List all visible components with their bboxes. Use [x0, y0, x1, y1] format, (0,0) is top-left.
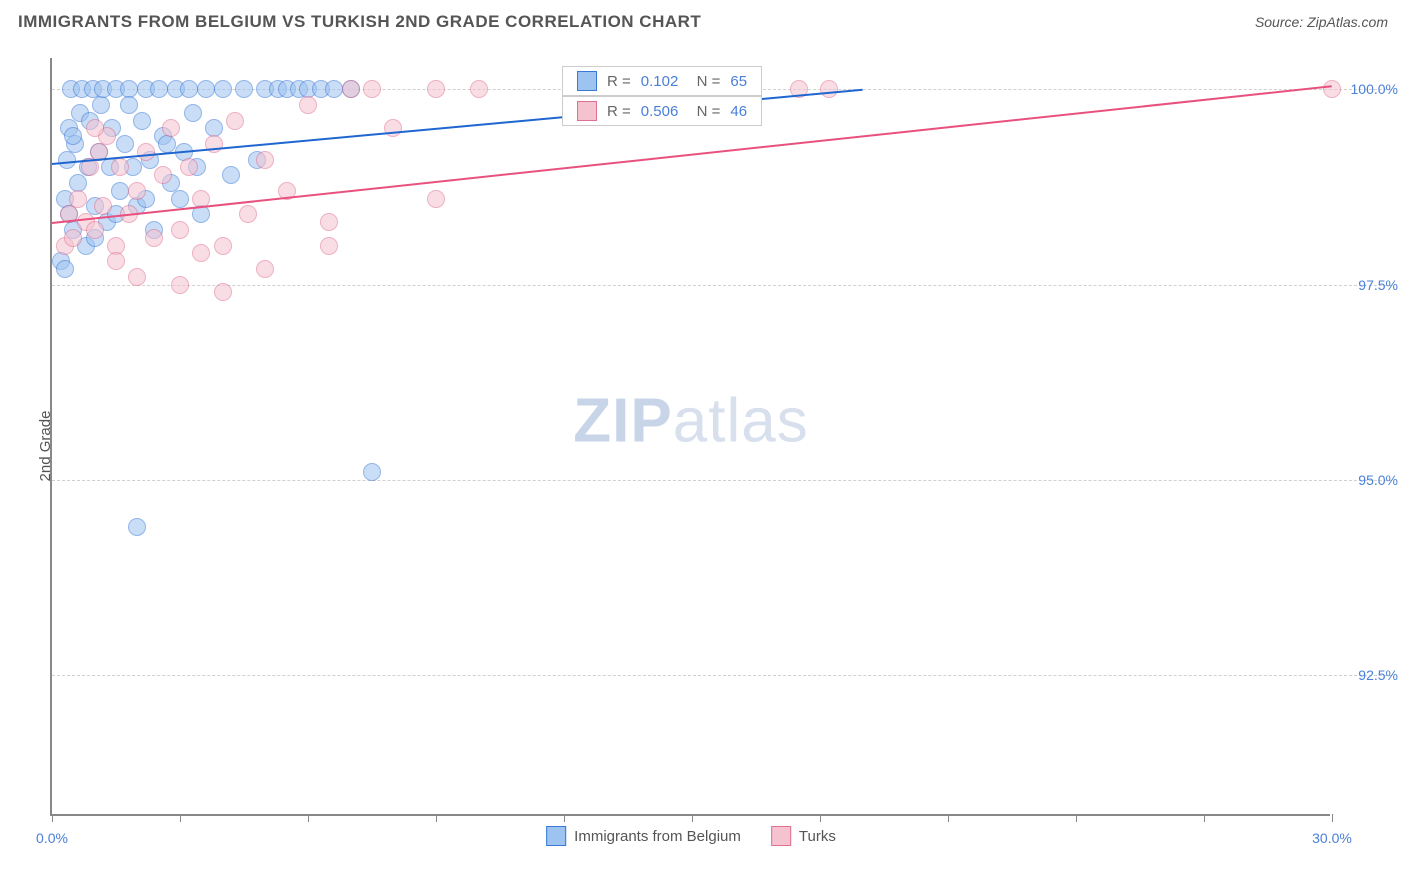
data-point [145, 229, 163, 247]
data-point [214, 80, 232, 98]
legend-label: Turks [799, 828, 836, 845]
gridline [52, 675, 1392, 676]
x-tick [180, 814, 181, 822]
data-point [171, 276, 189, 294]
legend-swatch [577, 101, 597, 121]
x-tick [436, 814, 437, 822]
data-point [256, 260, 274, 278]
legend-swatch [577, 71, 597, 91]
data-point [128, 518, 146, 536]
data-point [226, 112, 244, 130]
data-point [184, 104, 202, 122]
data-point [299, 96, 317, 114]
x-tick [1332, 814, 1333, 822]
scatter-chart: ZIPatlas 92.5%95.0%97.5%100.0%0.0%30.0%R… [50, 58, 1330, 816]
legend-swatch [546, 826, 566, 846]
x-tick [564, 814, 565, 822]
x-tick [692, 814, 693, 822]
data-point [214, 283, 232, 301]
data-point [92, 96, 110, 114]
x-tick [308, 814, 309, 822]
data-point [171, 190, 189, 208]
data-point [470, 80, 488, 98]
data-point [56, 260, 74, 278]
source-label: Source: ZipAtlas.com [1255, 14, 1388, 30]
x-tick [52, 814, 53, 822]
legend-item: Immigrants from Belgium [546, 826, 741, 846]
data-point [180, 158, 198, 176]
data-point [239, 205, 257, 223]
data-point [171, 221, 189, 239]
x-tick-label: 30.0% [1312, 830, 1352, 846]
y-tick-label: 97.5% [1358, 277, 1398, 293]
y-tick-label: 92.5% [1358, 667, 1398, 683]
gridline [52, 480, 1392, 481]
data-point [120, 96, 138, 114]
data-point [69, 190, 87, 208]
x-tick [1204, 814, 1205, 822]
bottom-legend: Immigrants from Belgium Turks [546, 826, 836, 846]
legend-stats-row: R =0.506 N =46 [562, 96, 762, 126]
data-point [384, 119, 402, 137]
data-point [107, 252, 125, 270]
data-point [58, 151, 76, 169]
data-point [162, 119, 180, 137]
data-point [111, 182, 129, 200]
data-point [427, 190, 445, 208]
data-point [154, 166, 172, 184]
data-point [320, 237, 338, 255]
data-point [1323, 80, 1341, 98]
y-tick-label: 100.0% [1351, 81, 1398, 97]
data-point [137, 143, 155, 161]
data-point [94, 197, 112, 215]
x-tick-label: 0.0% [36, 830, 68, 846]
watermark: ZIPatlas [573, 385, 808, 456]
data-point [256, 151, 274, 169]
data-point [128, 182, 146, 200]
legend-item: Turks [771, 826, 836, 846]
data-point [363, 80, 381, 98]
data-point [325, 80, 343, 98]
data-point [128, 268, 146, 286]
x-tick [1076, 814, 1077, 822]
data-point [111, 158, 129, 176]
data-point [342, 80, 360, 98]
data-point [64, 229, 82, 247]
x-tick [948, 814, 949, 822]
data-point [235, 80, 253, 98]
x-tick [820, 814, 821, 822]
data-point [150, 80, 168, 98]
data-point [197, 80, 215, 98]
chart-header: IMMIGRANTS FROM BELGIUM VS TURKISH 2ND G… [0, 0, 1406, 40]
y-tick-label: 95.0% [1358, 472, 1398, 488]
data-point [363, 463, 381, 481]
data-point [116, 135, 134, 153]
chart-title: IMMIGRANTS FROM BELGIUM VS TURKISH 2ND G… [18, 12, 701, 32]
legend-label: Immigrants from Belgium [574, 828, 741, 845]
data-point [820, 80, 838, 98]
data-point [320, 213, 338, 231]
data-point [64, 127, 82, 145]
data-point [133, 112, 151, 130]
data-point [214, 237, 232, 255]
data-point [158, 135, 176, 153]
gridline [52, 285, 1392, 286]
data-point [192, 244, 210, 262]
data-point [222, 166, 240, 184]
data-point [86, 221, 104, 239]
data-point [180, 80, 198, 98]
data-point [86, 119, 104, 137]
legend-swatch [771, 826, 791, 846]
data-point [427, 80, 445, 98]
legend-stats-row: R =0.102 N =65 [562, 66, 762, 96]
